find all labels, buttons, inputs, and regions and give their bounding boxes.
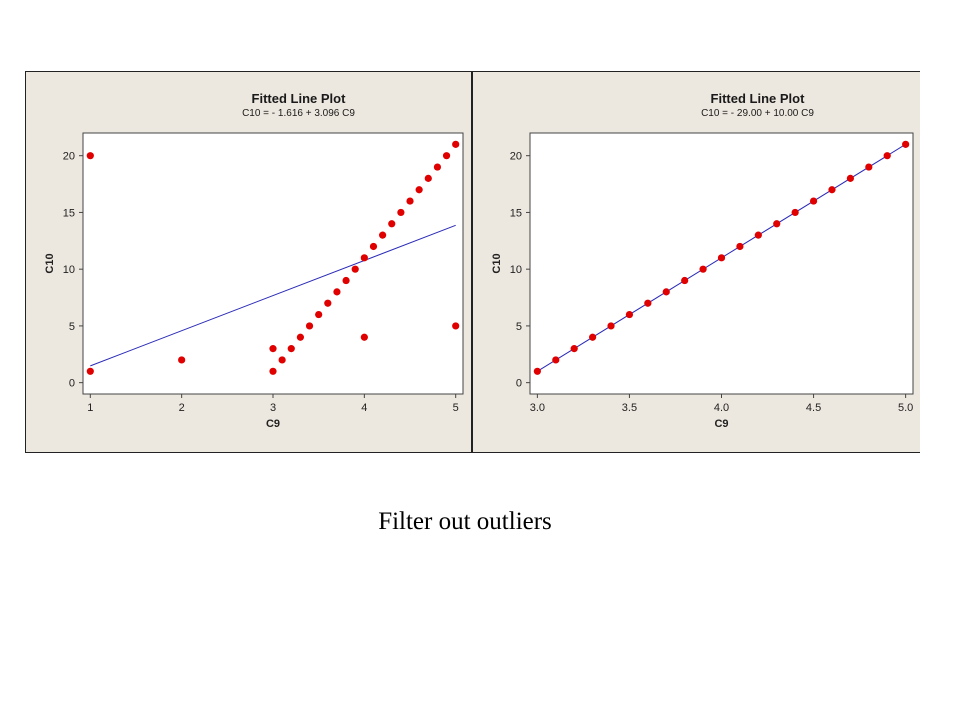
data-point: [452, 140, 460, 148]
chart-title: Fitted Line Plot: [251, 91, 346, 106]
data-point: [662, 288, 670, 296]
data-point: [902, 140, 910, 148]
x-tick-label: 1: [87, 402, 93, 414]
y-tick-label: 20: [510, 151, 522, 163]
data-point: [333, 288, 341, 296]
y-axis-label: C10: [491, 253, 503, 273]
data-point: [269, 367, 277, 375]
data-point: [883, 152, 891, 160]
chart-equation: C10 = - 29.00 + 10.00 C9: [701, 108, 814, 119]
y-tick-label: 20: [63, 151, 75, 163]
x-axis-label: C9: [714, 418, 728, 430]
data-point: [452, 322, 460, 330]
slide-caption: Filter out outliers: [378, 508, 552, 535]
data-point: [607, 322, 615, 330]
data-point: [773, 220, 781, 228]
data-point: [754, 231, 762, 239]
x-tick-label: 3.5: [622, 402, 637, 414]
y-tick-label: 10: [510, 264, 522, 276]
y-tick-label: 5: [516, 321, 522, 333]
data-point: [305, 322, 314, 330]
data-point: [589, 333, 597, 341]
y-axis-label: C10: [44, 253, 56, 273]
chart-panel-right: Fitted Line Plot C10 = - 29.00 + 10.00 C…: [472, 71, 920, 453]
x-tick-label: 4: [361, 402, 367, 414]
x-tick-label: 2: [179, 402, 185, 414]
scatter-plot-left: 1 2 3 4 5 0 5 10 15 20 C9 C10: [44, 132, 464, 430]
data-point: [324, 299, 332, 307]
x-tick-label: 5: [453, 402, 459, 414]
data-point: [424, 174, 432, 182]
data-point: [809, 197, 818, 205]
x-tick-label: 3.0: [530, 402, 545, 414]
data-point: [379, 231, 387, 239]
chart-equation: C10 = - 1.616 + 3.096 C9: [242, 108, 355, 119]
data-point: [433, 163, 442, 171]
data-point: [406, 197, 414, 205]
y-tick-label: 15: [510, 207, 522, 219]
data-point: [625, 310, 634, 319]
data-point: [533, 367, 541, 375]
x-axis-label: C9: [266, 418, 280, 430]
data-point: [296, 333, 305, 341]
fitted-regression-line: [90, 224, 456, 367]
scatter-plot-right: 3.0 3.5 4.0 4.5 5.0 0 5 10 15 20 C9 C10: [491, 132, 914, 430]
data-point: [360, 254, 368, 262]
data-point: [736, 242, 744, 251]
chart-title: Fitted Line Plot: [710, 91, 805, 106]
data-point: [442, 152, 451, 160]
x-tick-label: 3: [270, 402, 276, 414]
y-tick-label: 10: [63, 264, 75, 276]
y-tick-label: 5: [69, 321, 75, 333]
data-point: [570, 345, 578, 353]
data-point: [287, 345, 295, 353]
data-point: [828, 186, 836, 194]
data-point: [369, 242, 378, 251]
data-point: [397, 208, 405, 217]
data-point: [681, 276, 689, 285]
data-point: [269, 345, 277, 353]
data-point: [351, 265, 359, 273]
plot-area: [82, 132, 464, 395]
data-point: [791, 208, 799, 217]
data-point: [178, 356, 186, 364]
data-point: [846, 174, 854, 182]
data-point: [315, 310, 323, 319]
data-point: [342, 276, 350, 285]
chart-panel-left: Fitted Line Plot C10 = - 1.616 + 3.096 C…: [25, 71, 472, 453]
x-tick-label: 4.5: [806, 402, 821, 414]
data-point: [86, 367, 94, 375]
data-point: [278, 356, 286, 364]
data-point: [699, 265, 707, 273]
y-tick-label: 0: [69, 378, 75, 390]
data-point: [415, 186, 423, 194]
data-point: [388, 220, 396, 228]
data-point: [552, 356, 560, 364]
data-point: [717, 254, 726, 262]
y-tick-label: 0: [516, 378, 522, 390]
x-tick-label: 5.0: [898, 402, 913, 414]
data-point: [86, 152, 94, 160]
plot-area: [529, 132, 914, 395]
data-point: [865, 163, 873, 171]
data-point: [644, 299, 652, 307]
x-tick-label: 4.0: [714, 402, 729, 414]
y-tick-label: 15: [63, 207, 75, 219]
data-point: [360, 333, 368, 341]
